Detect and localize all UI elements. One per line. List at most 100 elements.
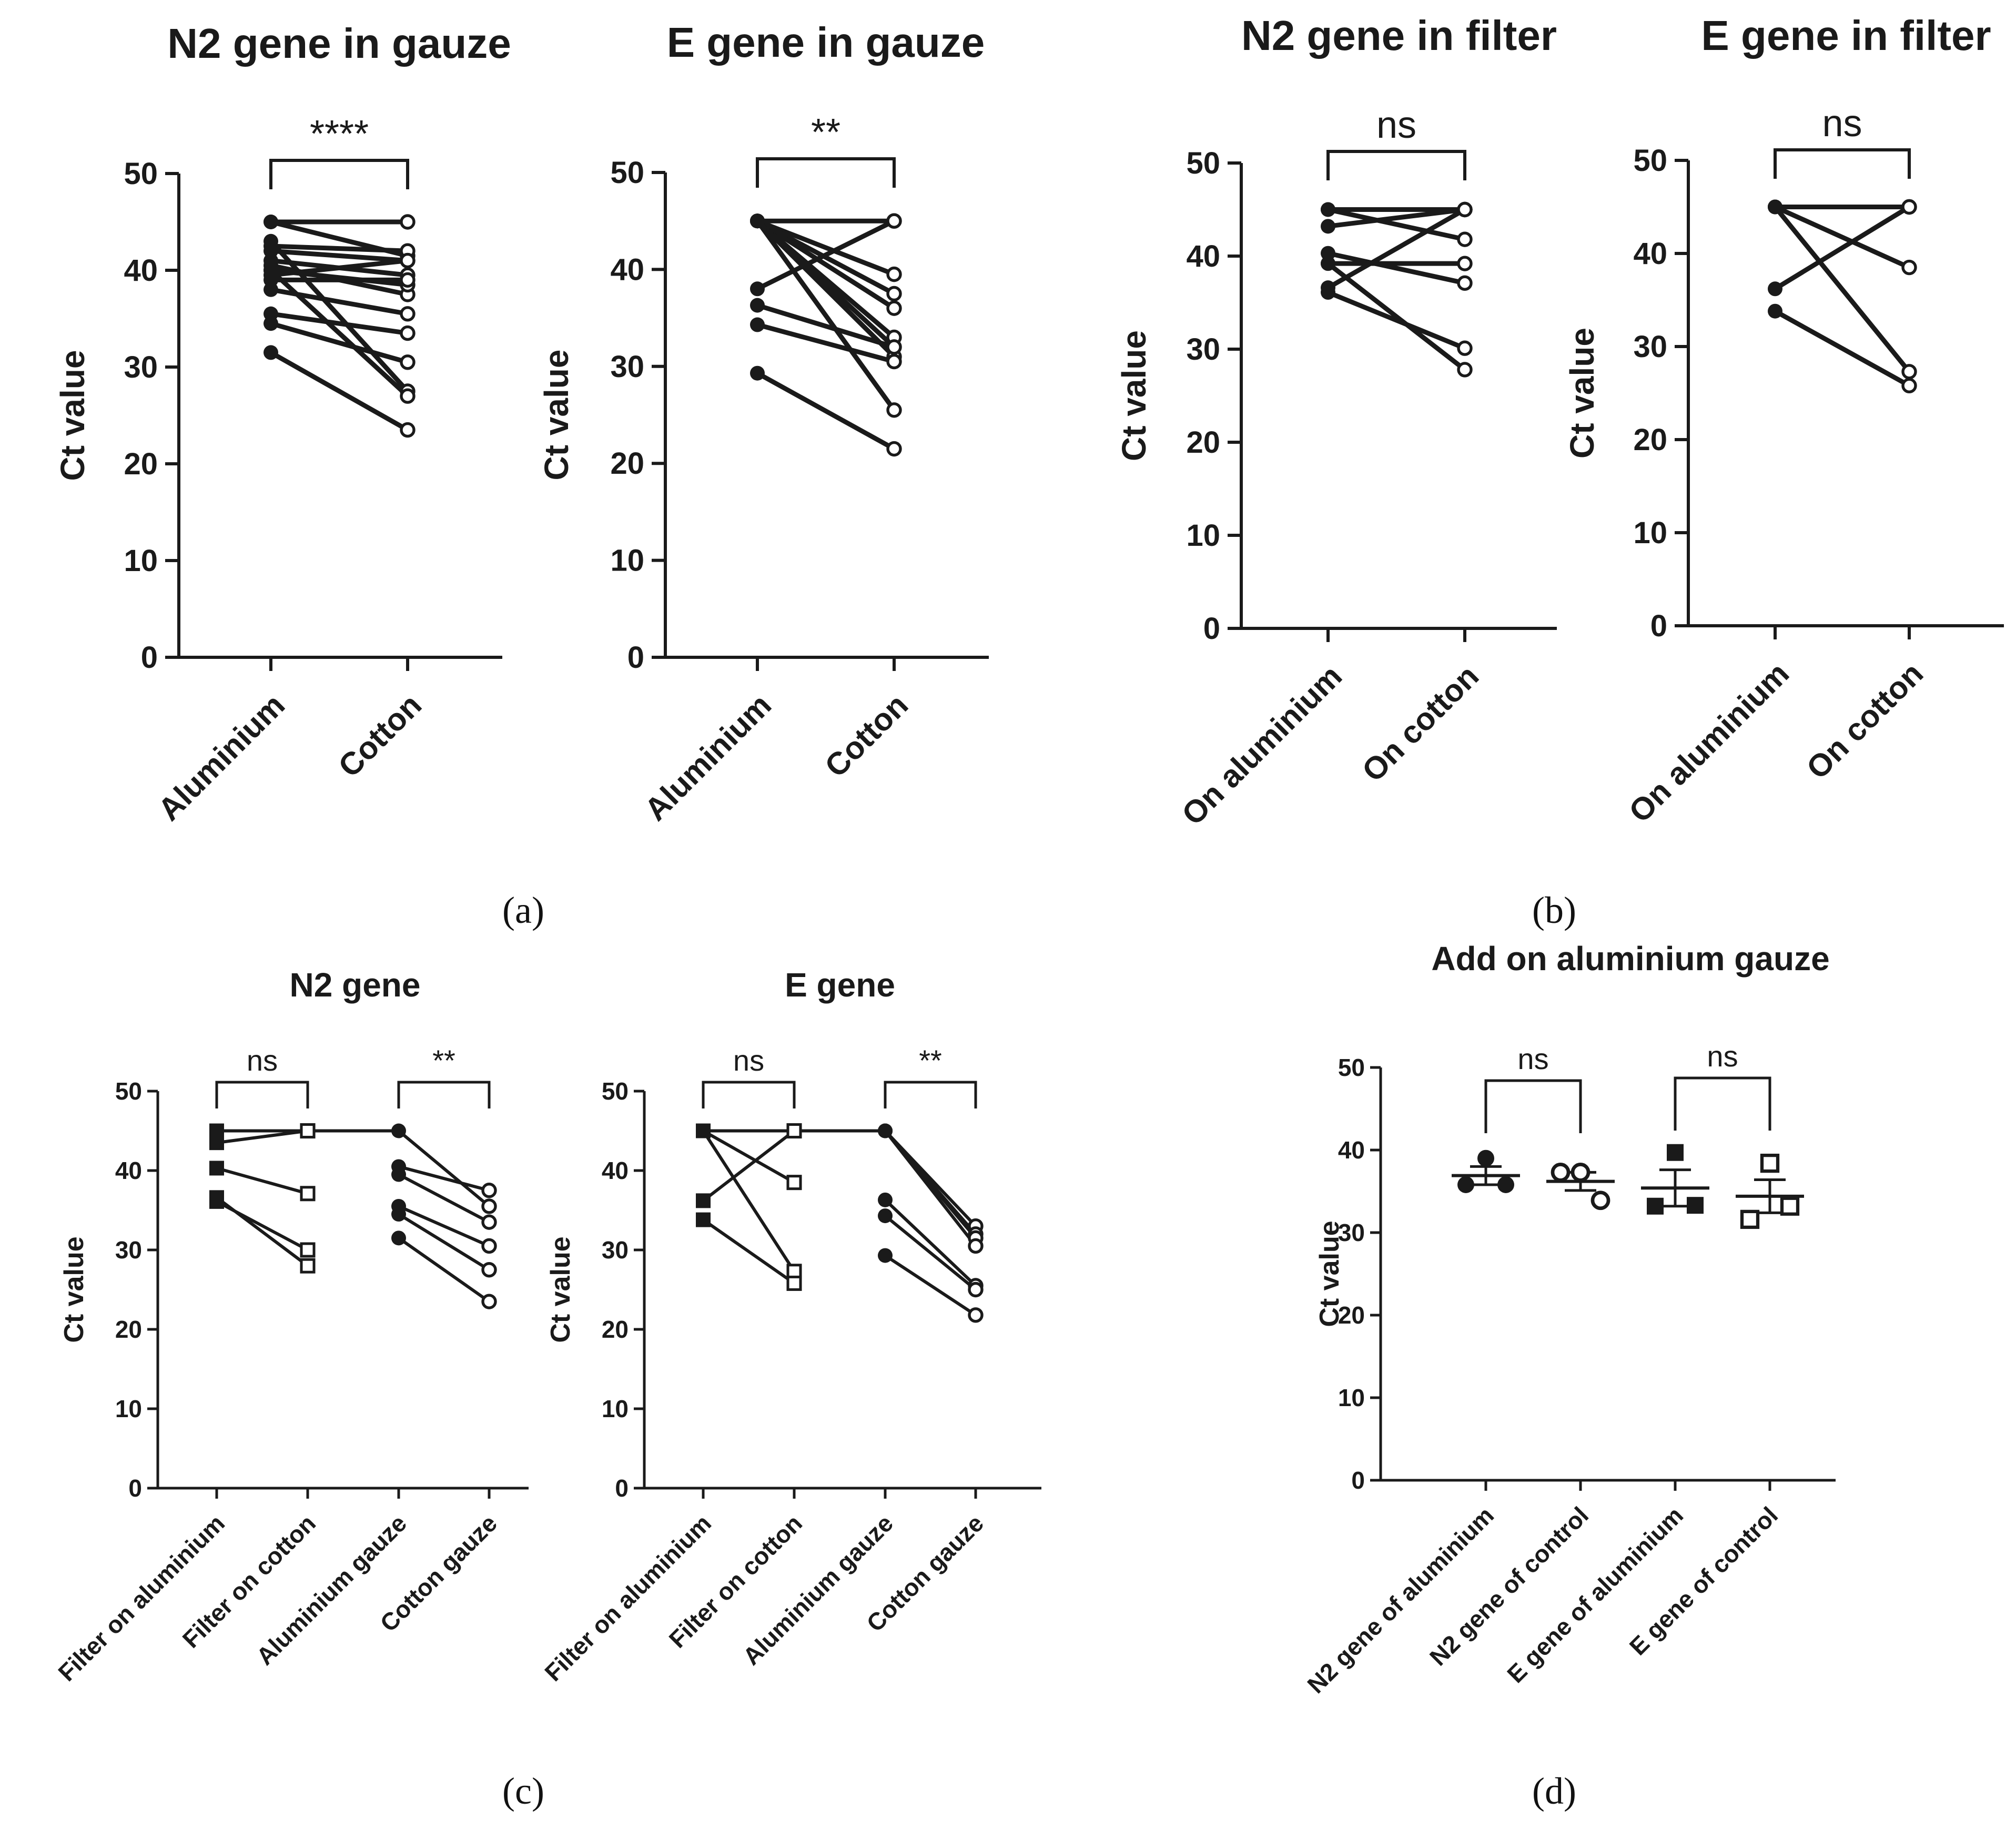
- point-cotton: [400, 422, 416, 438]
- filter-pair-line: [702, 1218, 795, 1285]
- y-tick-label: 20: [1633, 423, 1667, 457]
- y-tick-label: 30: [1186, 332, 1220, 367]
- data-point: [1551, 1163, 1571, 1182]
- point-cotton-gauze: [481, 1238, 497, 1254]
- group-e-gene-of-aluminium: [1641, 1144, 1709, 1215]
- paired-line: [268, 350, 410, 433]
- gauze-pair-line: [398, 1213, 490, 1271]
- paired-line: [268, 248, 410, 263]
- significance-label: **: [919, 1044, 942, 1077]
- chart-title: E gene in filter: [1701, 12, 1991, 59]
- point-cotton-gauze: [968, 1281, 984, 1298]
- paired-line: [268, 287, 410, 317]
- significance-label: ns: [247, 1044, 278, 1077]
- y-tick-label: 10: [602, 1395, 629, 1422]
- panel-label-d: (d): [1532, 1770, 1576, 1812]
- paired-line: [755, 218, 897, 277]
- y-tick-label: 50: [1338, 1054, 1365, 1081]
- point-aluminium-gauze: [391, 1123, 406, 1138]
- data-point: [1571, 1163, 1590, 1182]
- x-category-label-on-aluminium: On aluminium: [1622, 656, 1796, 829]
- y-tick-label: 40: [610, 252, 644, 287]
- y-axis-label: Ct value: [1115, 330, 1153, 461]
- paired-line: [1772, 205, 1912, 374]
- significance-bracket: [1484, 1079, 1582, 1133]
- point-filter-on-aluminium: [209, 1161, 224, 1176]
- paired-line: [268, 258, 410, 278]
- filter-pair-line: [216, 1166, 308, 1195]
- paired-line: [1325, 290, 1467, 351]
- chart-n2-gene: N2 gene Ct value 0 10 20 30 40 50 Filter on alum…: [53, 966, 529, 1686]
- y-axis-label: Ct value: [545, 1236, 576, 1342]
- y-tick-label: 20: [124, 447, 158, 481]
- y-tick-label: 0: [1650, 609, 1667, 643]
- point-aluminium-gauze: [391, 1167, 406, 1182]
- gauze-pair-line: [398, 1205, 490, 1248]
- y-tick-label: 50: [602, 1077, 629, 1105]
- x-category-label-aluminium: Aluminium: [638, 687, 778, 828]
- x-category-label-cotton: Cotton: [818, 687, 915, 784]
- x-category-label-aluminium-gauze: Aluminium gauze: [737, 1509, 898, 1670]
- filter-pair-line: [702, 1130, 795, 1202]
- point-aluminium: [750, 213, 765, 229]
- significance-label: **: [432, 1044, 455, 1077]
- point-cotton: [886, 339, 902, 355]
- paired-line: [1325, 207, 1467, 229]
- x-category-label-aluminium-gauze: Aluminium gauze: [251, 1509, 412, 1670]
- y-tick-label: 30: [115, 1236, 142, 1264]
- point-cotton: [400, 306, 416, 322]
- y-tick-label: 10: [115, 1395, 142, 1422]
- paired-line: [1325, 207, 1467, 290]
- chart-title: E gene: [785, 966, 895, 1004]
- y-tick-label: 0: [1203, 612, 1220, 646]
- gauze-pair-line: [884, 1254, 977, 1317]
- x-category-label-n2-gene-of-control: N2 gene of control: [1424, 1501, 1594, 1671]
- point-aluminium: [264, 345, 278, 360]
- point-aluminium: [750, 317, 765, 332]
- y-tick-label: 40: [1186, 239, 1220, 273]
- point-cotton: [1457, 275, 1473, 291]
- y-tick-label: 20: [115, 1316, 142, 1343]
- point-aluminium-gauze: [391, 1230, 406, 1246]
- point-cotton: [400, 388, 416, 404]
- y-axis-label: Ct value: [59, 1236, 89, 1342]
- paired-line: [268, 243, 410, 253]
- point-cotton: [886, 441, 902, 457]
- point-cotton: [886, 402, 902, 418]
- point-cotton: [1901, 378, 1917, 394]
- point-aluminium: [264, 263, 278, 278]
- y-tick-label: 10: [610, 544, 644, 578]
- point-filter-on-cotton: [300, 1123, 316, 1139]
- point-aluminium: [750, 298, 765, 313]
- y-tick-label: 50: [1633, 144, 1667, 178]
- point-aluminium: [1768, 281, 1782, 297]
- x-category-label-on-cotton: On cotton: [1800, 656, 1930, 786]
- point-filter-on-cotton: [786, 1275, 802, 1291]
- point-cotton: [400, 252, 416, 269]
- significance-label: ns: [1707, 1040, 1738, 1073]
- y-tick-label: 10: [1186, 518, 1220, 553]
- x-category-label-filter-on-aluminium: Filter on aluminium: [53, 1509, 230, 1686]
- x-category-label-cotton: Cotton: [331, 687, 428, 784]
- paired-lines: [1772, 205, 1912, 388]
- point-aluminium: [1321, 246, 1335, 261]
- point-cotton: [1901, 364, 1917, 380]
- significance-label: ns: [733, 1044, 764, 1077]
- y-tick-label: 50: [115, 1077, 142, 1105]
- point-cotton: [1457, 256, 1473, 271]
- point-cotton: [1901, 259, 1917, 276]
- paired-line: [755, 303, 897, 350]
- y-tick-label: 20: [610, 446, 644, 481]
- point-aluminium-gauze: [391, 1207, 406, 1222]
- point-filter-on-aluminium: [209, 1135, 224, 1151]
- point-aluminium-gauze: [878, 1192, 893, 1207]
- point-cotton: [886, 300, 902, 316]
- significance-label: ns: [1517, 1042, 1548, 1075]
- paired-lines: [268, 219, 410, 433]
- point-aluminium: [1321, 219, 1335, 234]
- y-tick-label: 0: [627, 640, 644, 675]
- y-axis-label: Ct value: [1314, 1220, 1345, 1327]
- y-tick-label: 0: [128, 1474, 142, 1502]
- gauze-pair-line: [884, 1214, 977, 1291]
- y-tick-label: 40: [115, 1157, 142, 1184]
